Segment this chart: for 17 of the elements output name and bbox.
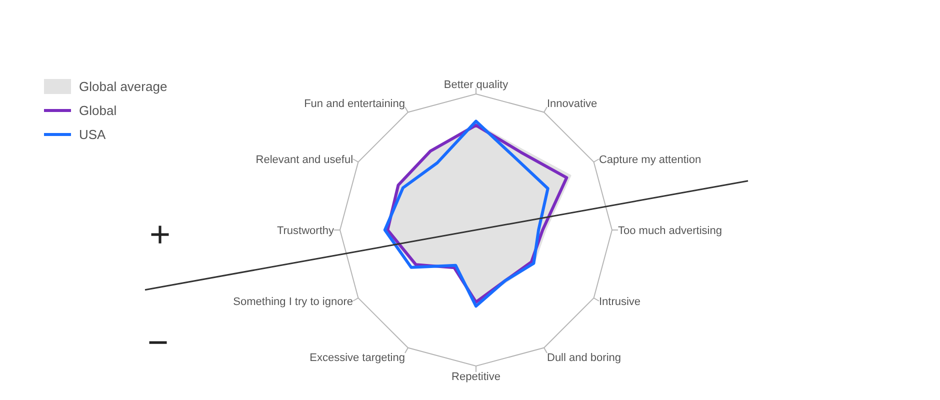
spoke-label: Too much advertising	[618, 224, 722, 237]
spoke-label: Trustworthy	[276, 224, 334, 237]
spoke-label: Innovative	[547, 98, 598, 110]
text: +	[149, 214, 171, 254]
legend-label: Global	[79, 102, 117, 118]
spoke-label: Fun and entertaining	[304, 98, 405, 110]
legend-label: Global average	[79, 78, 168, 94]
spoke-label: Relevant and useful	[256, 154, 354, 166]
spoke-label: Dull and boring	[547, 352, 621, 364]
spoke-label: Excessive targeting	[310, 352, 405, 364]
spoke-label: Better quality	[444, 79, 509, 91]
spoke-label: Something I try to ignore	[233, 296, 354, 308]
legend-label: USA	[79, 126, 106, 142]
spoke-label: Repetitive	[452, 370, 500, 383]
spoke-label: Intrusive	[598, 296, 641, 308]
text: −	[147, 322, 169, 362]
spoke-label: Capture my attention	[598, 154, 702, 166]
